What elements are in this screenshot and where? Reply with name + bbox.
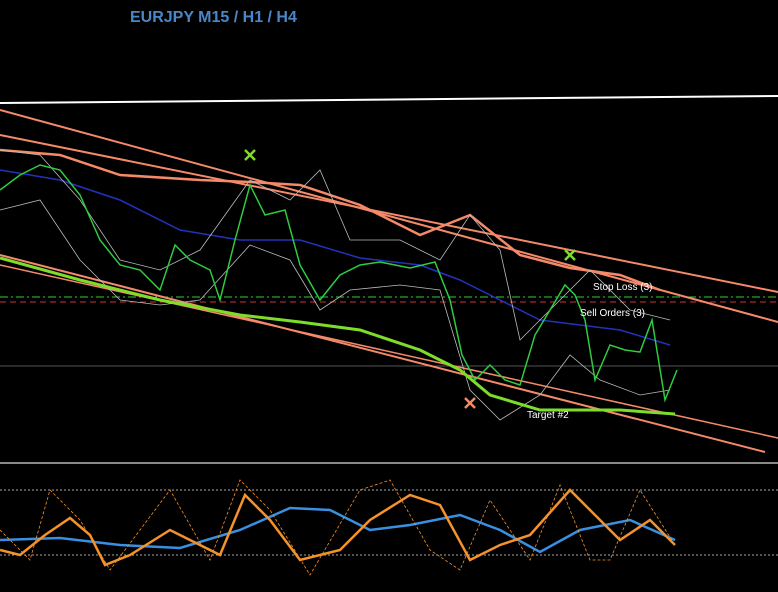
oscillator-fast [0,488,676,567]
channel-line [0,254,766,453]
stop-loss-label: Stop Loss (3) [593,282,652,293]
oscillator-signal [0,479,676,576]
bollinger-band [0,199,671,421]
buy-marker [244,149,576,261]
price-line [0,164,678,403]
main-panel: Stop Loss (3) Sell Orders (3) Target #2 [0,95,778,453]
moving-average [0,148,661,292]
resistance-line [0,95,778,104]
sell-marker [464,397,476,409]
bollinger-band [0,149,671,341]
chart-title: EURJPY M15 / H1 / H4 [130,9,297,26]
sell-orders-label: Sell Orders (3) [580,308,645,319]
oscillator-panel [0,462,778,576]
target-label: Target #2 [527,410,569,421]
moving-average [0,169,671,346]
channel-line [0,134,778,293]
trend-ma [0,256,676,416]
oscillator-slow [0,506,676,554]
